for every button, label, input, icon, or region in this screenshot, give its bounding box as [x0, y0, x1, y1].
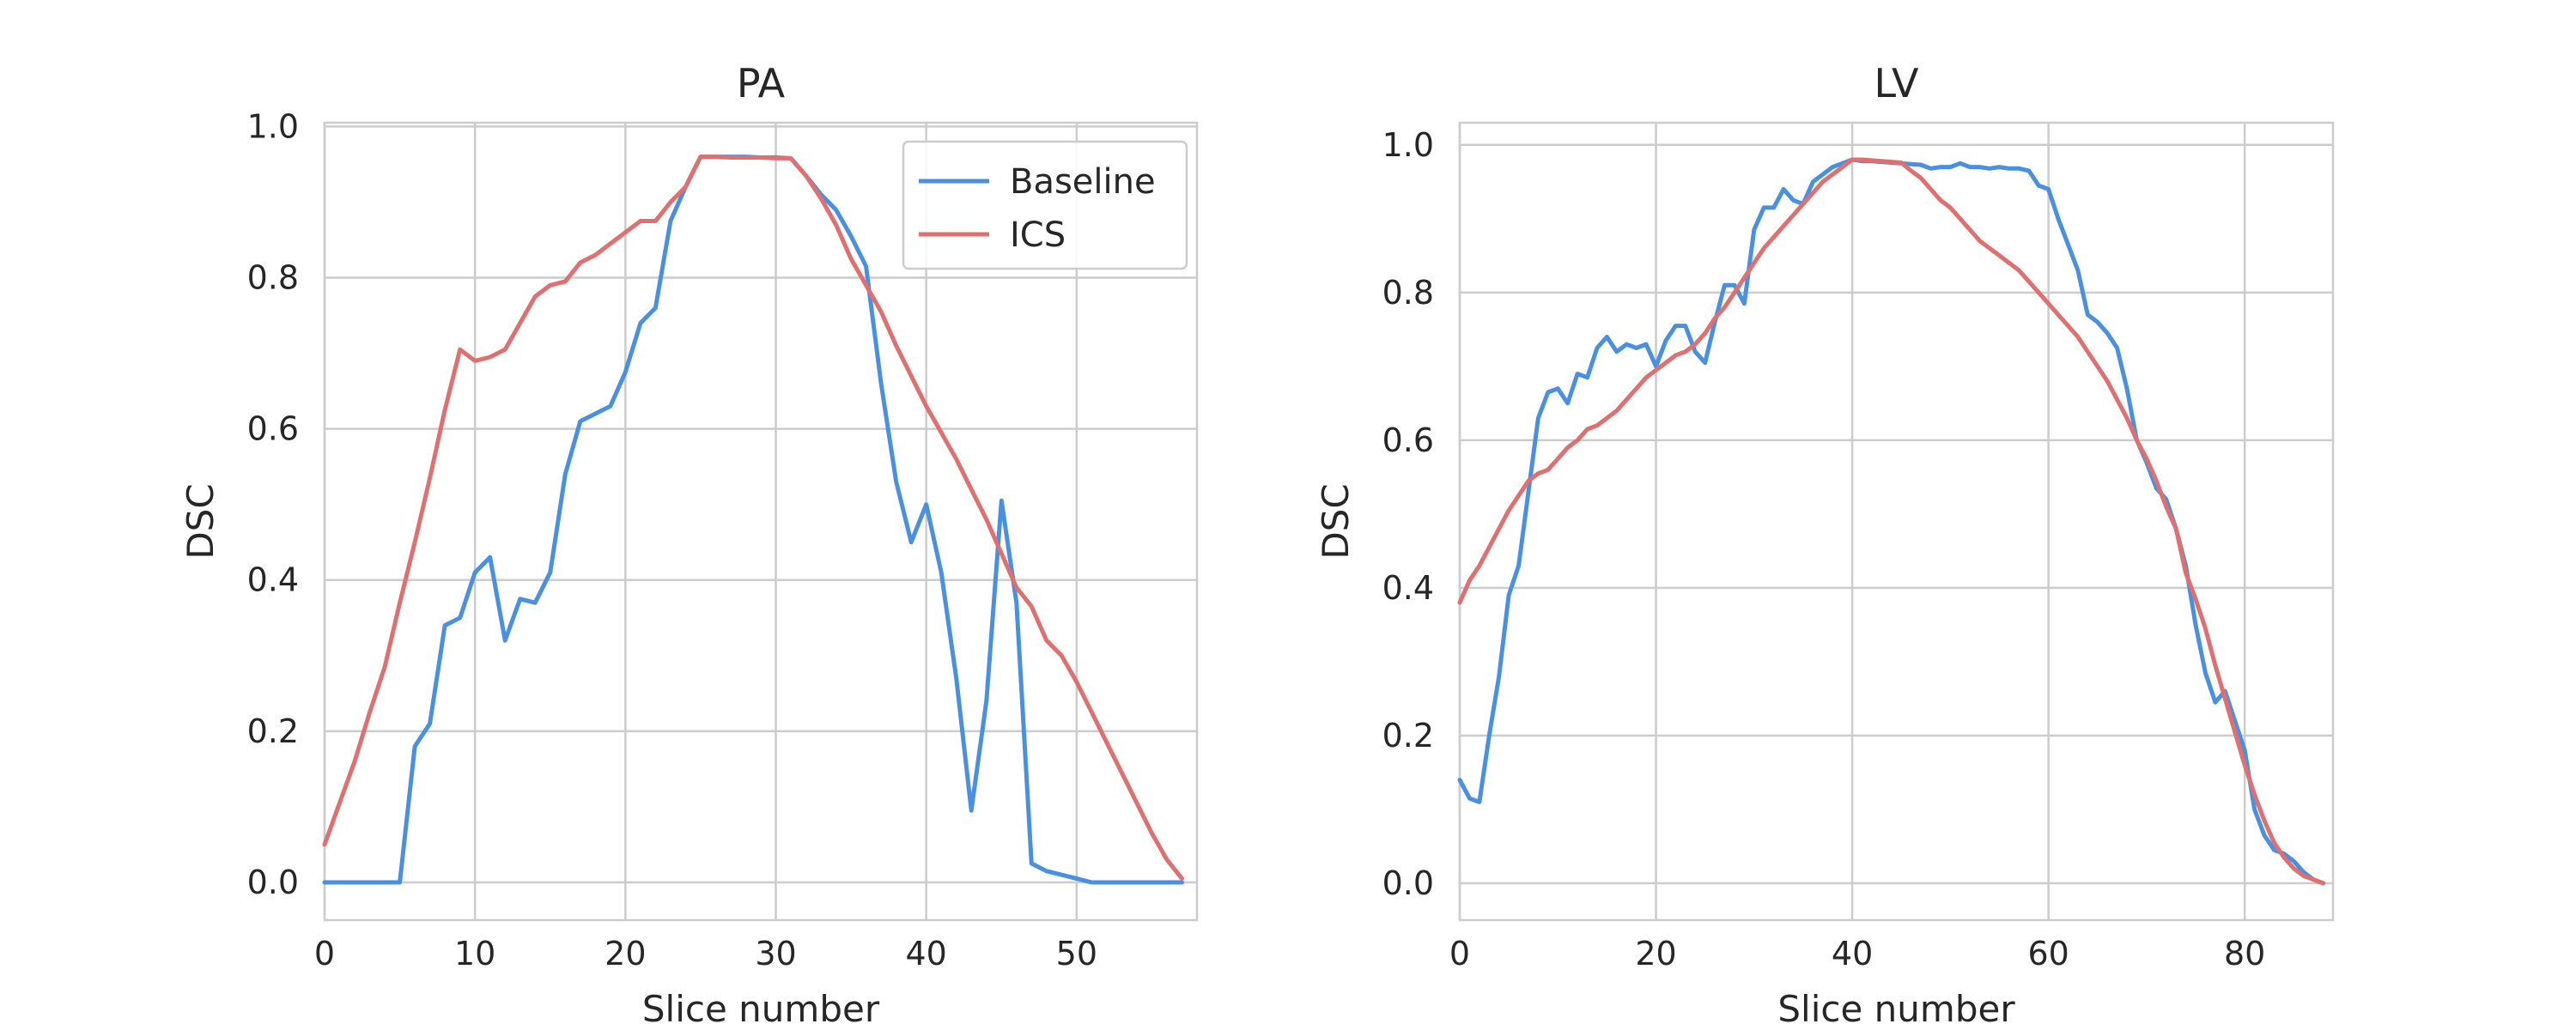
chart-title: PA: [737, 60, 786, 106]
y-tick-label: 0.2: [1382, 717, 1434, 754]
x-tick-label: 20: [605, 935, 646, 972]
y-tick-label: 0.0: [1382, 864, 1434, 902]
y-axis-label: DSC: [1315, 483, 1357, 559]
x-tick-label: 30: [755, 935, 796, 972]
legend-label: Baseline: [1010, 162, 1156, 202]
legend: Baseline ICS: [902, 140, 1188, 270]
chart-panel-pa: 0 10 20 30 40 50 0.0 0.2 0.4 0.6 0.8 1.0 PA Slice num…: [179, 60, 1199, 1030]
legend-box: [902, 140, 1188, 270]
y-tick-label: 0.0: [247, 863, 299, 901]
y-tick-label: 0.8: [247, 259, 299, 297]
series-line-ics: [1457, 157, 2326, 886]
y-tick-label: 0.6: [1382, 421, 1434, 459]
x-tick-label: 10: [454, 935, 495, 972]
y-tick-label: 0.2: [247, 712, 299, 750]
y-tick-label: 1.0: [247, 107, 299, 145]
plot-frame: [323, 121, 1199, 922]
chart-panel-lv: 0 20 40 60 80 0.0 0.2 0.4 0.6 0.8 1.0 LV Slice numbe…: [1315, 60, 2335, 1030]
x-tick-label: 50: [1056, 935, 1097, 972]
x-tick-label: 60: [2027, 935, 2069, 972]
y-tick-label: 1.0: [1382, 126, 1434, 164]
x-axis-label: Slice number: [1777, 988, 2015, 1030]
y-tick-label: 0.6: [247, 410, 299, 448]
x-tick-label: 40: [1832, 935, 1873, 972]
series-line-ics: [322, 154, 1184, 882]
y-tick-label: 0.8: [1382, 274, 1434, 312]
x-axis-label: Slice number: [642, 988, 880, 1030]
x-tick-label: 20: [1635, 935, 1676, 972]
x-tick-label: 0: [1449, 935, 1470, 972]
x-tick-label: 40: [906, 935, 947, 972]
plot-frame: [1458, 121, 2335, 922]
series-line-baseline: [1457, 157, 2326, 886]
chart-title: LV: [1874, 60, 1919, 106]
y-tick-label: 0.4: [247, 561, 299, 599]
legend-label: ICS: [1010, 215, 1066, 255]
y-tick-label: 0.4: [1382, 569, 1434, 607]
x-tick-label: 0: [314, 935, 335, 972]
y-axis-label: DSC: [179, 483, 222, 559]
x-tick-label: 80: [2224, 935, 2265, 972]
